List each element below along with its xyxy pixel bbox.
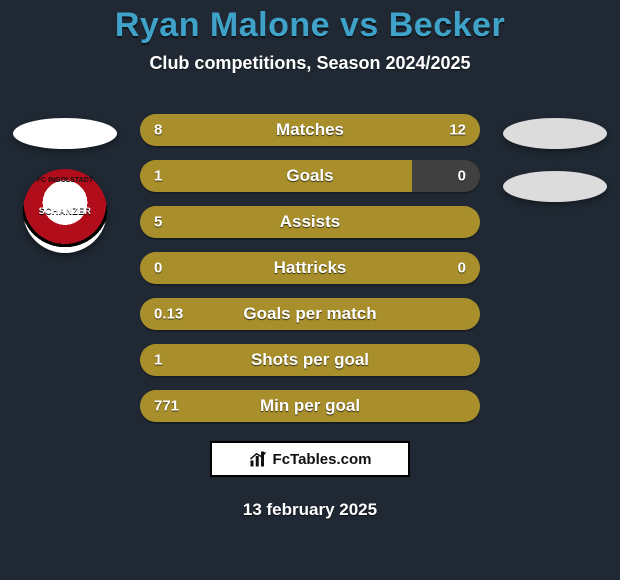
stat-label: Shots per goal	[251, 350, 369, 370]
footer-text: FcTables.com	[273, 451, 372, 468]
stat-row: Goals 1 0	[140, 160, 480, 192]
left-column: FC INGOLSTADT SCHANZER	[0, 100, 130, 422]
stat-value-left: 1	[154, 168, 162, 185]
right-column	[490, 100, 620, 422]
stat-label: Matches	[276, 120, 344, 140]
stat-row: Shots per goal 1	[140, 344, 480, 376]
stat-value-left: 8	[154, 122, 162, 139]
stat-value-left: 1	[154, 352, 162, 369]
stat-row: Matches 8 12	[140, 114, 480, 146]
stat-label: Min per goal	[260, 396, 360, 416]
stat-fill-left	[140, 160, 412, 192]
right-player-chip-2	[503, 171, 607, 202]
stat-value-left: 771	[154, 398, 179, 415]
stat-value-left: 0	[154, 260, 162, 277]
chart-icon	[249, 450, 267, 468]
stat-row: Min per goal 771	[140, 390, 480, 422]
stat-label: Goals	[286, 166, 333, 186]
content-root: Ryan Malone vs Becker Club competitions,…	[0, 0, 620, 580]
date-text: 13 february 2025	[0, 500, 620, 520]
stat-label: Hattricks	[274, 258, 347, 278]
stat-label: Assists	[280, 212, 340, 232]
stat-value-right: 12	[449, 122, 466, 139]
stat-value-right: 0	[458, 168, 466, 185]
footer-attribution: FcTables.com	[210, 441, 410, 477]
stats-container: Matches812Goals10Assists5Hattricks00Goal…	[130, 100, 490, 422]
stat-value-left: 0.13	[154, 306, 183, 323]
club-badge-line1: FC INGOLSTADT	[37, 177, 93, 184]
stat-row: Goals per match 0.13	[140, 298, 480, 330]
stat-label: Goals per match	[243, 304, 376, 324]
page-title: Ryan Malone vs Becker	[115, 6, 505, 45]
club-badge-ingolstadt: FC INGOLSTADT SCHANZER	[23, 169, 107, 253]
right-player-chip-1	[503, 118, 607, 149]
club-badge-line2: SCHANZER	[39, 206, 91, 216]
mid-section: FC INGOLSTADT SCHANZER Matches 8 12 Goals 1 0…	[0, 100, 620, 422]
stat-value-right: 0	[458, 260, 466, 277]
page-subtitle: Club competitions, Season 2024/2025	[149, 53, 470, 74]
stat-value-left: 5	[154, 214, 162, 231]
left-player-chip	[13, 118, 117, 149]
stat-row: Assists 5	[140, 206, 480, 238]
stat-row: Hattricks 0 0	[140, 252, 480, 284]
